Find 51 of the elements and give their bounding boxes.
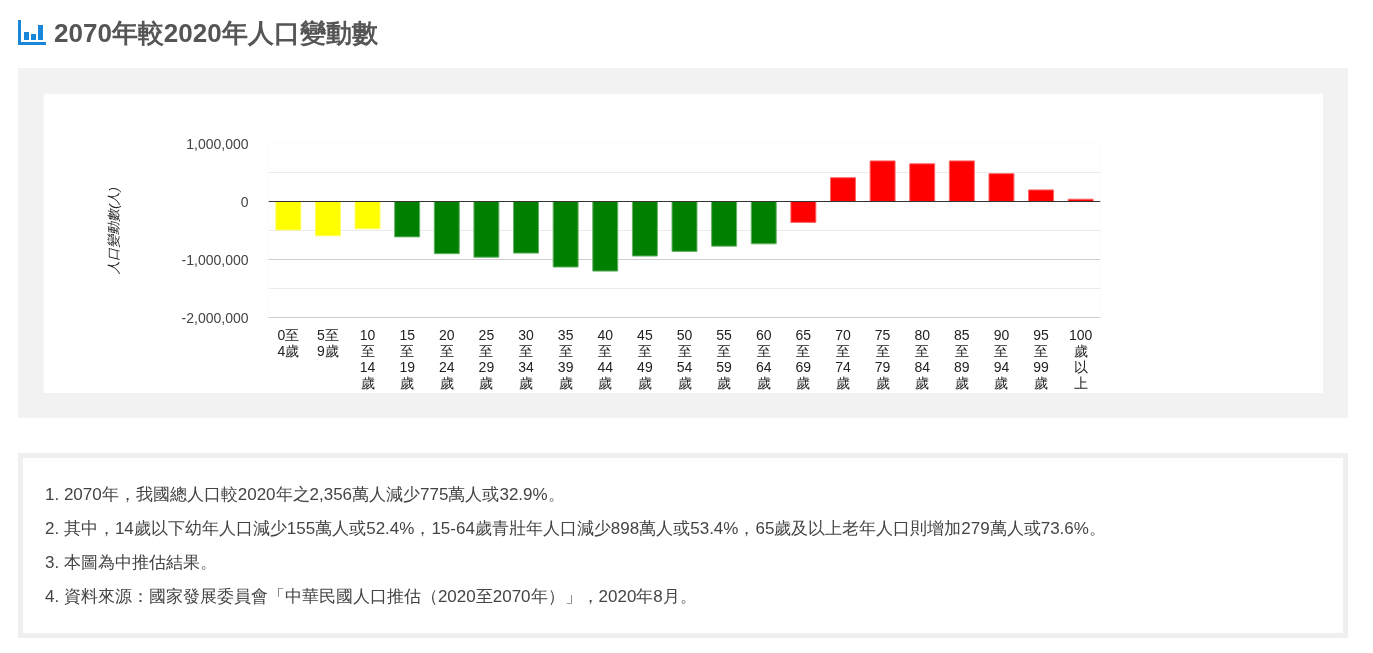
bar <box>513 201 539 254</box>
x-tick-label: 40至44歲 <box>597 326 614 391</box>
y-tick-label: 0 <box>240 193 249 210</box>
x-tick-label: 55至59歲 <box>716 326 733 391</box>
chart-title: 2070年較2020年人口變動數 <box>54 17 378 50</box>
bar <box>988 173 1015 202</box>
bar <box>354 201 381 230</box>
x-tick-label: 85至89歲 <box>954 326 970 391</box>
bar <box>869 160 896 202</box>
bar <box>750 201 777 245</box>
y-axis-title: 人口變動數(人) <box>105 187 121 275</box>
y-tick-label: -1,000,000 <box>181 251 249 268</box>
x-tick-label: 35至39歲 <box>557 326 574 391</box>
x-tick-label: 45至49歲 <box>637 326 653 391</box>
bar <box>631 201 658 257</box>
x-tick-label: 90至94歲 <box>993 326 1010 391</box>
text: 1. 2070年，我國總人口較2020年之2,356萬人減少775萬人或32.9%。 <box>45 484 566 506</box>
bar <box>314 201 341 237</box>
x-tick-label: 30至34歲 <box>518 326 535 391</box>
x-tick-label: 0至4歲 <box>277 326 300 359</box>
x-tick-label: 25至29歲 <box>478 326 495 391</box>
y-tick-label: -2,000,000 <box>181 309 249 326</box>
x-tick-label: 5至9歲 <box>317 326 339 359</box>
text: 2. 其中，14歲以下幼年人口減少155萬人或52.4%，15-64歲青壯年人口減少898萬人或53.4%，65歲及以上老年人口則增加279萬人或73.6%。 <box>45 518 1107 540</box>
bar <box>711 201 738 247</box>
text: 4. 資料來源：國家發展委員會「中華民國人口推估（2020至2070年）」，2020年8月。 <box>45 586 698 608</box>
bar <box>592 201 619 272</box>
x-tick-label: 15至19歲 <box>399 326 416 391</box>
bar <box>552 201 579 268</box>
y-tick-label: 1,000,000 <box>186 135 249 152</box>
x-tick-label: 80至84歲 <box>914 326 931 391</box>
bar <box>394 201 421 238</box>
bar <box>473 201 500 258</box>
bar <box>948 160 975 202</box>
x-tick-label: 75至79歲 <box>874 326 891 391</box>
bar <box>671 201 698 252</box>
x-tick-label: 60至64歲 <box>755 326 772 391</box>
text: 3. 本圖為中推估結果。 <box>45 552 218 574</box>
bar <box>909 163 936 202</box>
bar <box>1028 189 1055 202</box>
bar <box>275 201 302 231</box>
bar <box>830 177 856 202</box>
x-tick-label: 100歲以上 <box>1069 326 1093 391</box>
x-tick-label: 65至69歲 <box>795 326 812 391</box>
x-tick-label: 95至99歲 <box>1033 326 1050 391</box>
bar <box>433 201 460 255</box>
x-tick-label: 70至74歲 <box>835 326 851 391</box>
x-tick-label: 50至54歲 <box>676 326 693 391</box>
x-tick-label: 20至24歲 <box>439 326 455 391</box>
bar <box>790 201 817 223</box>
x-tick-label: 10至14歲 <box>359 326 376 391</box>
